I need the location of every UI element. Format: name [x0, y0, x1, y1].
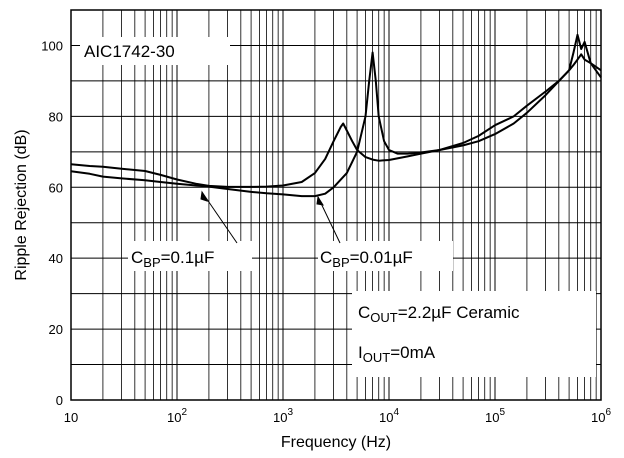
title-box — [80, 37, 230, 65]
y-tick-label: 20 — [49, 322, 63, 337]
x-axis-label: Frequency (Hz) — [281, 434, 391, 451]
tick-labels: 0 20 40 60 80 100 10 102 103 104 105 106 — [41, 38, 611, 425]
x-tick-label: 102 — [167, 407, 187, 425]
condition-iout: IOUT=0mA — [358, 343, 436, 365]
arrow-1-head — [200, 190, 209, 202]
y-tick-label: 100 — [41, 38, 63, 53]
y-tick-label: 60 — [49, 180, 63, 195]
series-label-2: CBP=0.01µF — [320, 248, 413, 270]
y-tick-label: 0 — [56, 393, 63, 408]
series-label-box-2 — [318, 241, 453, 271]
conditions-box — [352, 291, 596, 377]
arrow-2-head — [316, 195, 325, 206]
x-tick-label: 10 — [64, 410, 78, 425]
series-label-arrows — [200, 190, 341, 244]
y-tick-label: 40 — [49, 251, 63, 266]
y-axis-label: Ripple Rejection (dB) — [13, 129, 30, 280]
series-label-box-1 — [128, 241, 252, 271]
series-line-1 — [70, 53, 602, 188]
y-tick-label: 80 — [49, 109, 63, 124]
chart-annotation-title: AIC1742-30 — [84, 42, 175, 61]
arrow-1-line — [201, 191, 238, 244]
x-tick-label: 106 — [591, 407, 611, 425]
condition-cout: COUT=2.2µF Ceramic — [358, 303, 520, 325]
x-tick-label: 103 — [273, 407, 293, 425]
plot-frame — [70, 9, 602, 401]
x-tick-label: 105 — [485, 407, 505, 425]
series-line-2 — [70, 33, 602, 198]
series-label-1: CBP=0.1µF — [131, 248, 214, 270]
series-layer — [70, 33, 602, 198]
x-tick-label: 104 — [379, 407, 399, 425]
